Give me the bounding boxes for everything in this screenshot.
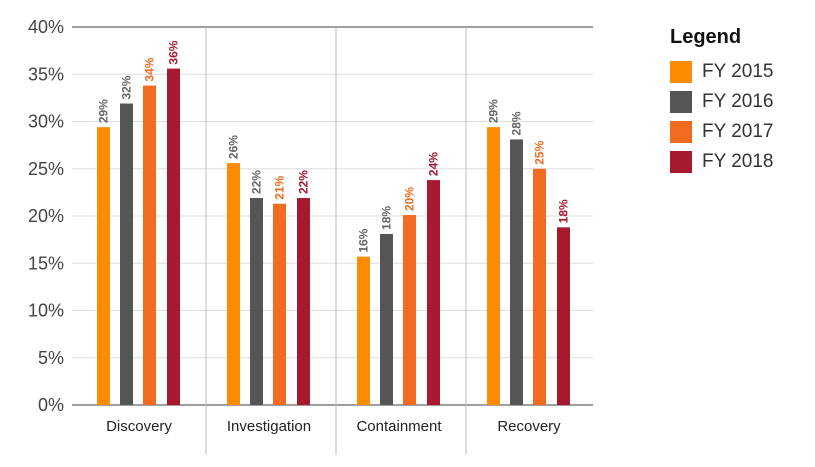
data-label: 32% (120, 75, 134, 99)
bar (357, 256, 370, 405)
bar (403, 215, 416, 405)
bars (97, 68, 570, 406)
data-label: 21% (273, 175, 287, 199)
legend-label: FY 2017 (702, 121, 774, 142)
category-label: Containment (356, 418, 442, 435)
y-tick-label: 40% (28, 17, 64, 37)
bar (227, 163, 240, 405)
bar (120, 103, 133, 406)
y-tick-label: 35% (28, 64, 64, 84)
bar (533, 168, 546, 405)
legend-title: Legend (670, 26, 742, 48)
legend-swatch (670, 121, 692, 143)
y-tick-label: 15% (28, 253, 64, 273)
legend-label: FY 2018 (702, 151, 774, 172)
bar (380, 233, 393, 405)
gridlines (72, 26, 593, 406)
bar (427, 180, 440, 405)
legend-items: FY 2015 FY 2016 FY 2017 FY 2018 (670, 57, 773, 177)
data-label: 29% (97, 99, 111, 123)
data-label: 22% (250, 170, 264, 194)
data-label: 29% (487, 99, 501, 123)
data-labels: 29% 32% 34% 36% 26% 22% 21% 22% 16% 18% 20% 24% 29% 2… (97, 40, 571, 252)
y-tick-label: 25% (28, 159, 64, 179)
bar (250, 198, 263, 405)
y-tick-label: 0% (38, 395, 64, 415)
bar (557, 227, 570, 405)
y-tick-label: 20% (28, 206, 64, 226)
category-label: Recovery (497, 418, 561, 435)
data-label: 18% (557, 199, 571, 223)
legend: Legend FY 2015 FY 2016 FY 2017 FY 2018 (670, 26, 773, 177)
category-label: Discovery (106, 418, 172, 435)
data-label: 25% (533, 140, 547, 164)
data-label: 16% (357, 228, 371, 252)
legend-item: FY 2018 (670, 147, 773, 177)
bar (167, 68, 180, 405)
y-tick-label: 30% (28, 112, 64, 132)
data-label: 28% (510, 111, 524, 135)
legend-swatch (670, 61, 692, 83)
x-axis-category-labels: Discovery Investigation Containment Recover… (106, 418, 561, 435)
data-label: 26% (227, 135, 241, 159)
legend-item: FY 2015 (670, 57, 773, 87)
legend-label: FY 2016 (702, 91, 774, 112)
data-label: 22% (297, 170, 311, 194)
bar (97, 127, 110, 406)
y-axis-tick-labels: 0% 5% 10% 15% 20% 25% 30% 35% 40% (28, 17, 64, 415)
legend-item: FY 2017 (670, 117, 773, 147)
category-label: Investigation (227, 418, 311, 435)
y-tick-label: 5% (38, 348, 64, 368)
y-tick-label: 10% (28, 301, 64, 321)
bar (143, 85, 156, 405)
bar (510, 139, 523, 405)
bar (297, 198, 310, 405)
data-label: 18% (380, 206, 394, 230)
data-label: 34% (143, 57, 157, 81)
category-separators (205, 27, 467, 455)
bar (487, 127, 500, 406)
bar (273, 203, 286, 405)
data-label: 24% (427, 152, 441, 176)
legend-item: FY 2016 (670, 87, 773, 117)
legend-swatch (670, 151, 692, 173)
legend-label: FY 2015 (702, 61, 774, 82)
data-label: 20% (403, 187, 417, 211)
legend-swatch (670, 91, 692, 113)
data-label: 36% (167, 40, 181, 64)
